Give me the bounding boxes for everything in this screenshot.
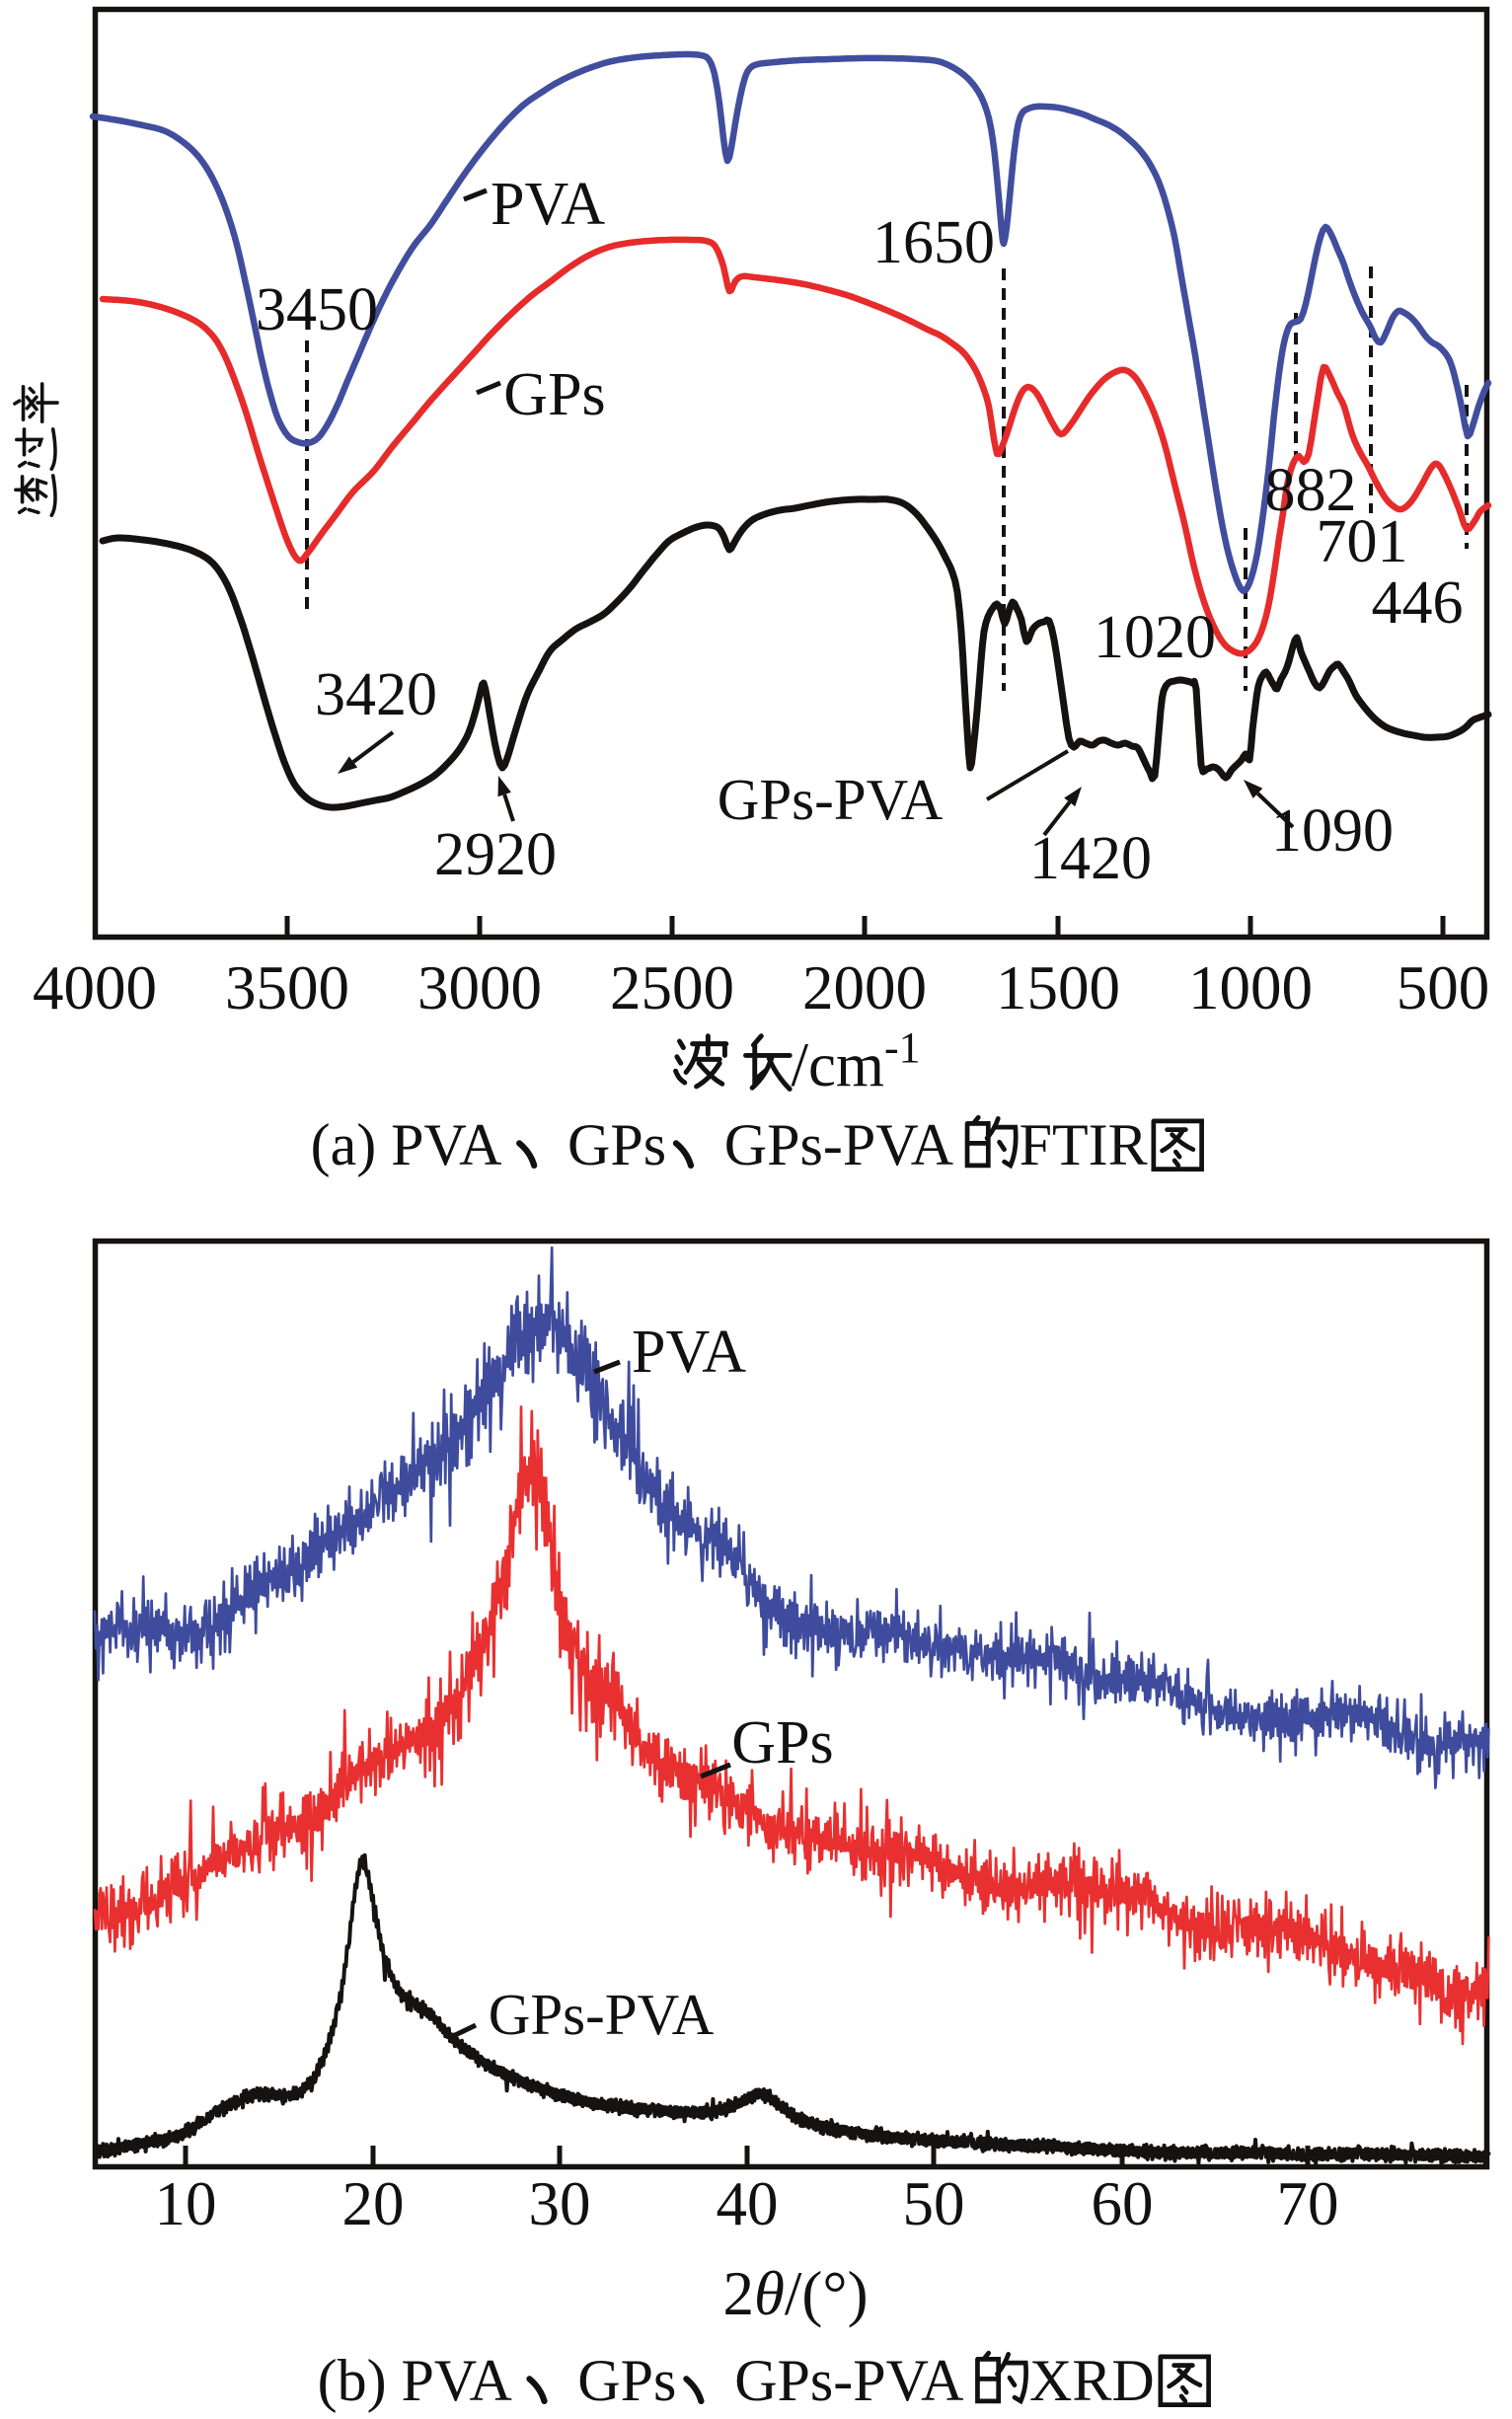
svg-text:3000: 3000 — [417, 953, 542, 1022]
svg-text:1650: 1650 — [872, 209, 995, 276]
svg-text:1090: 1090 — [1271, 797, 1394, 865]
svg-text:2θ/(°): 2θ/(°) — [722, 2259, 868, 2328]
svg-text:(a) PVA: (a) PVA — [311, 1112, 502, 1177]
svg-text:GPs-PVA: GPs-PVA — [734, 2348, 963, 2413]
svg-text:(b) PVA: (b) PVA — [318, 2348, 512, 2413]
svg-text:GPs: GPs — [503, 361, 605, 428]
svg-text:10: 10 — [155, 2169, 217, 2238]
svg-text:GPs-PVA: GPs-PVA — [724, 1112, 953, 1177]
svg-text:GPs-PVA: GPs-PVA — [718, 767, 944, 832]
svg-text:500: 500 — [1397, 953, 1490, 1022]
svg-text:PVA: PVA — [491, 171, 605, 238]
svg-text:1500: 1500 — [996, 953, 1120, 1022]
svg-text:2920: 2920 — [434, 821, 557, 888]
svg-text:FTIR: FTIR — [1020, 1112, 1148, 1177]
svg-text:3420: 3420 — [315, 661, 437, 728]
svg-text:1000: 1000 — [1188, 953, 1313, 1022]
svg-text:882: 882 — [1265, 457, 1357, 524]
svg-text:20: 20 — [342, 2169, 405, 2238]
svg-text:446: 446 — [1372, 569, 1464, 637]
svg-text:2500: 2500 — [610, 953, 734, 1022]
svg-text:4000: 4000 — [33, 953, 157, 1022]
svg-text:GPs: GPs — [567, 1112, 666, 1177]
svg-text:GPs-PVA: GPs-PVA — [489, 1982, 715, 2047]
svg-text:2000: 2000 — [802, 953, 927, 1022]
svg-text:GPs: GPs — [731, 1709, 833, 1776]
svg-text:70: 70 — [1277, 2169, 1339, 2238]
svg-text:701: 701 — [1317, 508, 1408, 575]
svg-text:/cm: /cm — [792, 1030, 884, 1099]
svg-text:GPs: GPs — [577, 2348, 676, 2413]
svg-text:1420: 1420 — [1029, 825, 1152, 892]
svg-text:3500: 3500 — [225, 953, 349, 1022]
svg-text:60: 60 — [1092, 2169, 1154, 2238]
svg-text:PVA: PVA — [632, 1319, 746, 1386]
svg-text:30: 30 — [529, 2169, 591, 2238]
svg-text:50: 50 — [903, 2169, 965, 2238]
svg-text:XRD: XRD — [1029, 2348, 1155, 2413]
svg-text:1020: 1020 — [1094, 604, 1216, 671]
svg-text:3450: 3450 — [256, 276, 378, 343]
svg-text:-1: -1 — [884, 1023, 921, 1072]
svg-text:40: 40 — [717, 2169, 779, 2238]
